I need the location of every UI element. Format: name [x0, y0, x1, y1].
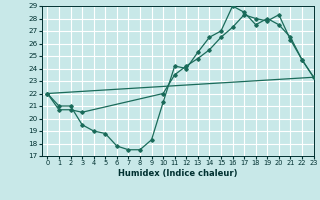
X-axis label: Humidex (Indice chaleur): Humidex (Indice chaleur)	[118, 169, 237, 178]
